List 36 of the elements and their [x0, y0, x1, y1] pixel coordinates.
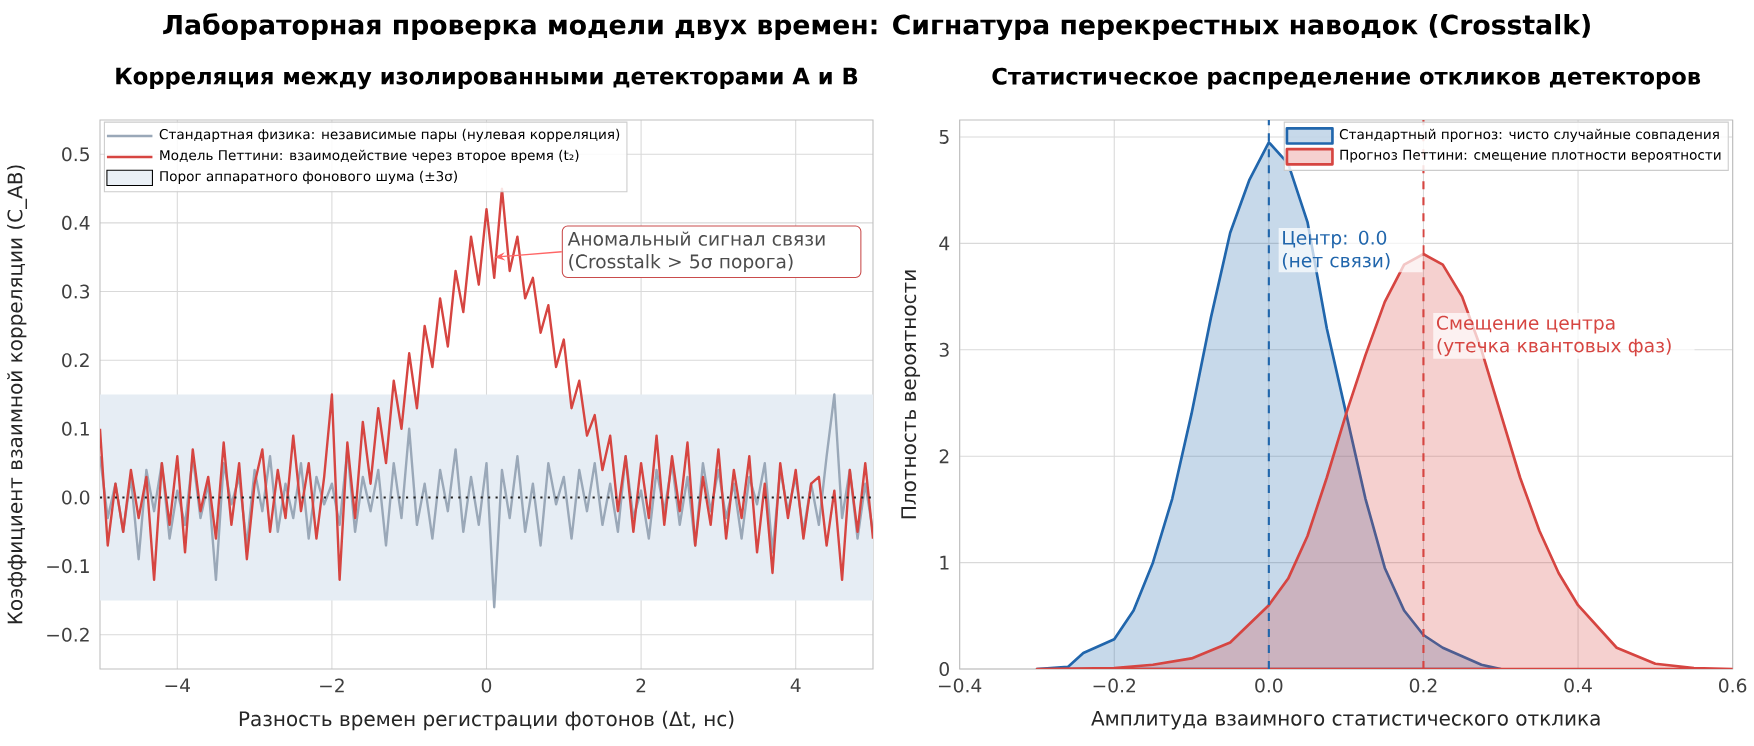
x-tick-label: 4	[790, 678, 801, 692]
y-tick-label: 3	[939, 342, 949, 357]
x-axis-title: Амплитуда взаимного статистического отклика	[1091, 710, 1600, 730]
chart-title: Статистическое распределение откликов детекторов	[992, 67, 1701, 90]
y-tick-label: 0.4	[62, 215, 90, 230]
chart-title: Корреляция между изолированными детекторами A и B	[116, 67, 858, 90]
y-tick-label: 0.5	[62, 147, 89, 162]
x-tick-label: −0.2	[1093, 678, 1136, 693]
y-tick-label: 4	[939, 236, 950, 251]
x-tick-label: 2	[636, 678, 646, 693]
annotation: Центр: 0.0 (нет связи)	[1282, 230, 1390, 270]
x-tick-label: −2	[320, 678, 344, 693]
y-tick-label: 1	[940, 555, 949, 570]
y-tick-label: −0.2	[47, 627, 89, 642]
y-tick-label: 2	[939, 449, 949, 463]
text: Лабораторная проверка модели двух времен: Сигнатура перекрестных наводок (Crosstalk)	[163, 13, 1590, 40]
x-tick-label: 0.4	[1564, 678, 1592, 693]
y-axis-title: Коэффициент взаимной корреляции (C_AB)	[7, 165, 27, 624]
x-tick-label: 0.2	[1409, 678, 1437, 693]
y-tick-label: 5	[939, 129, 949, 144]
annotation: Смещение центра (утечка квантовых фаз)	[1436, 315, 1671, 356]
x-tick-label: 0.6	[1719, 678, 1747, 693]
x-tick-label: −0.4	[938, 678, 982, 693]
y-tick-label: −0.1	[47, 558, 89, 573]
y-tick-label: 0	[939, 661, 949, 676]
y-tick-label: 0.0	[62, 490, 90, 505]
y-axis-title: Плотность вероятности	[901, 270, 921, 519]
annotation: Аномальный сигнал связи (Crosstalk > 5σ порога)	[567, 231, 825, 272]
y-tick-label: 0.3	[62, 284, 90, 299]
x-tick-label: 0	[481, 678, 492, 693]
y-tick-label: 0.2	[62, 352, 89, 368]
x-tick-label: −4	[165, 678, 191, 692]
y-tick-label: 0.1	[62, 421, 89, 436]
line-series	[99, 187, 873, 581]
x-axis-title: Разность времен регистрации фотонов (Δt, нс)	[239, 710, 734, 731]
x-tick-label: 0.0	[1255, 678, 1283, 693]
